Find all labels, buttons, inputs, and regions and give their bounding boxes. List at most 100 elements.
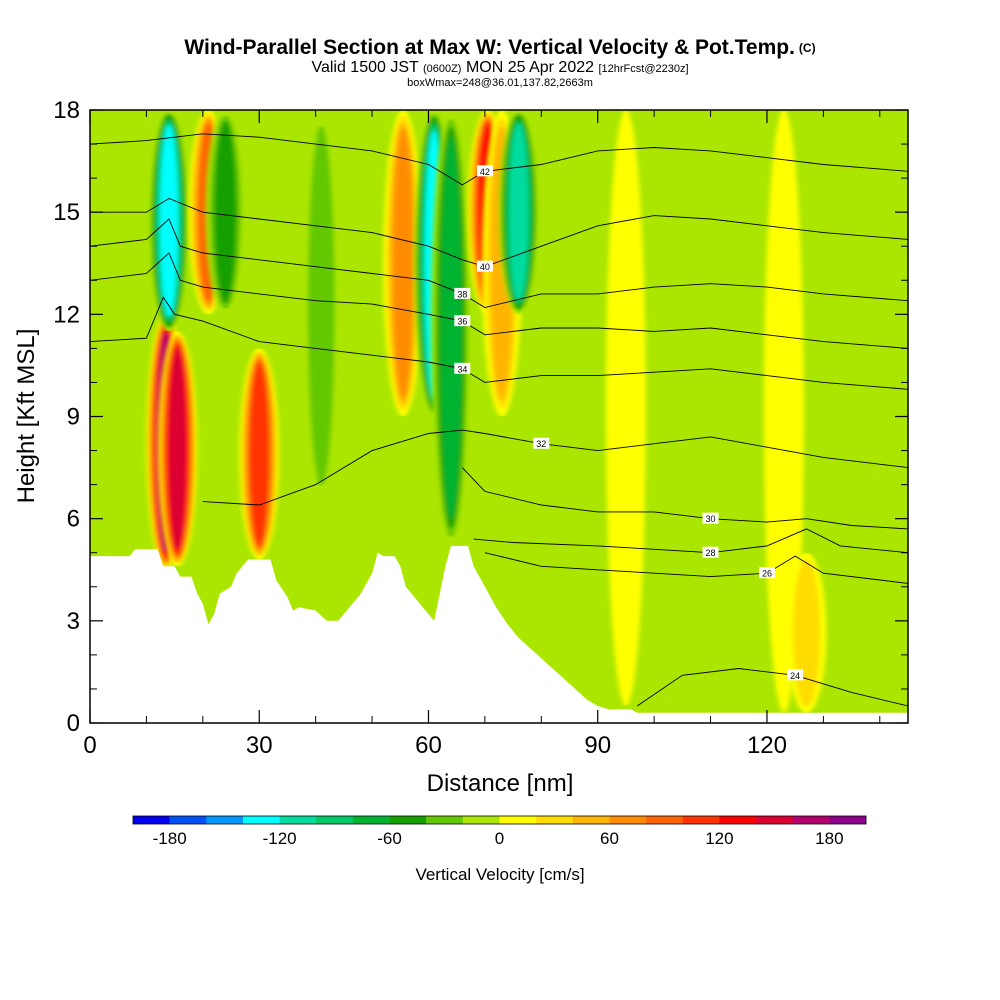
w-band-5 <box>205 110 246 315</box>
y-tick-label-12: 12 <box>53 301 80 328</box>
w-band-15 <box>786 552 827 713</box>
isentrope-label-28: 28 <box>706 548 716 558</box>
w-band-12-level-6 <box>509 123 528 301</box>
isentrope-38 <box>90 218 908 308</box>
isentrope-36 <box>90 252 908 349</box>
colorbar-swatch-15 <box>682 816 720 824</box>
isentrope-label-bg-34 <box>454 362 471 374</box>
w-band-3 <box>148 110 189 332</box>
isentrope-label-bg-32 <box>533 437 550 449</box>
w-band-14-level-1 <box>763 110 804 713</box>
y-tick-label-3: 3 <box>67 608 80 635</box>
colorbar-label: Vertical Velocity [cm/s] <box>415 865 584 884</box>
chart-title: Wind-Parallel Section at Max W: Vertical… <box>184 36 816 59</box>
y-tick-label-6: 6 <box>67 506 80 533</box>
colorbar-swatch-16 <box>719 816 757 824</box>
isentrope-26 <box>484 552 908 584</box>
w-band-13 <box>605 110 646 706</box>
colorbar-swatch-1 <box>169 816 207 824</box>
colorbar: -180 -120 -60 0 60 120 180 <box>132 815 867 848</box>
w-band-1-level-8 <box>168 347 187 550</box>
colorbar-tick-60: 60 <box>600 829 619 848</box>
colorbar-swatch-18 <box>792 816 830 824</box>
colorbar-swatch-5 <box>316 816 354 824</box>
vertical-velocity-field <box>146 110 827 713</box>
w-band-7 <box>383 110 424 417</box>
colorbar-swatch-7 <box>389 816 427 824</box>
title-block: Wind-Parallel Section at Max W: Vertical… <box>0 36 1000 89</box>
colorbar-swatch-17 <box>756 816 793 824</box>
w-band-6 <box>301 110 342 502</box>
w-band-3-level-7 <box>160 125 178 317</box>
valid-time: Valid 1500 JST (0600Z) MON 25 Apr 2022 [… <box>311 59 689 76</box>
x-tick-label-0: 0 <box>83 732 96 759</box>
w-band-15-level-2 <box>792 559 820 707</box>
isentrope-40 <box>90 197 908 268</box>
isentrope-label-bg-24 <box>787 669 804 681</box>
colorbar-swatch-12 <box>572 816 610 824</box>
w-band-2-level-6 <box>250 362 269 546</box>
isentrope-label-bg-38 <box>454 287 471 299</box>
colorbar-tick-0: 0 <box>495 829 504 848</box>
isentrope-label-bg-30 <box>702 512 719 524</box>
potential-temperature-contours: 24 26 28 30 32 34 36 38 40 42 <box>90 133 908 707</box>
colorbar-swatch-0 <box>133 816 170 824</box>
y-tick-label-18: 18 <box>53 97 80 124</box>
isentrope-24 <box>636 668 908 707</box>
isentrope-label-42: 42 <box>480 167 490 177</box>
isentrope-32 <box>202 429 908 506</box>
colorbar-swatch-2 <box>206 816 244 824</box>
isentrope-30 <box>461 467 908 530</box>
w-band-9-level-4 <box>440 136 462 520</box>
copyright-mark: (C) <box>798 41 816 55</box>
colorbar-swatch-10 <box>499 816 537 824</box>
x-tick-label-30: 30 <box>246 732 273 759</box>
colorbar-swatch-6 <box>352 816 390 824</box>
colorbar-swatch-14 <box>646 816 684 824</box>
isentrope-42 <box>90 133 908 186</box>
w-band-13-level-1 <box>605 110 646 706</box>
colorbar-tick--120: -120 <box>263 829 297 848</box>
w-band-12 <box>498 110 539 315</box>
colorbar-frame <box>132 815 867 825</box>
colorbar-swatch-9 <box>462 816 500 824</box>
colorbar-swatch-13 <box>609 816 647 824</box>
x-tick-label-120: 120 <box>747 732 787 759</box>
isentrope-label-bg-40 <box>476 260 493 272</box>
colorbar-swatch-4 <box>279 816 317 824</box>
x-axis-label: Distance [nm] <box>427 770 574 797</box>
colorbar-tick-180: 180 <box>815 829 843 848</box>
colorbar-tick--60: -60 <box>377 829 402 848</box>
w-band-5-level-3 <box>214 120 237 304</box>
colorbar-swatch-11 <box>536 816 574 824</box>
x-tick-label-90: 90 <box>584 732 611 759</box>
isentrope-label-bg-26 <box>758 567 775 579</box>
w-band-7-level-4 <box>392 128 414 399</box>
isentrope-label-24: 24 <box>790 671 800 681</box>
y-tick-label-9: 9 <box>67 404 80 431</box>
w-band-1 <box>157 331 198 567</box>
isentrope-label-26: 26 <box>762 569 772 579</box>
isentrope-label-bg-28 <box>702 546 719 558</box>
colorbar-tick-120: 120 <box>705 829 733 848</box>
colorbar-swatch-3 <box>242 816 280 824</box>
colorbar-swatch-8 <box>426 816 464 824</box>
terrain <box>90 545 908 723</box>
w-band-14 <box>763 110 804 713</box>
isentrope-label-bg-42 <box>476 165 493 177</box>
colorbar-tick--180: -180 <box>153 829 187 848</box>
y-tick-label-0: 0 <box>67 710 80 737</box>
isentrope-label-34: 34 <box>457 364 467 374</box>
isentrope-label-36: 36 <box>457 317 467 327</box>
w-band-2 <box>239 348 280 560</box>
isentrope-34 <box>90 296 908 390</box>
isentrope-label-40: 40 <box>480 262 490 272</box>
box-info: boxWmax=248@36.01,137.82,2663m <box>407 77 593 89</box>
isentrope-label-bg-36 <box>454 315 471 327</box>
isentrope-label-30: 30 <box>706 514 716 524</box>
x-tick-label-60: 60 <box>415 732 442 759</box>
y-axis-label: Height [Kft MSL] <box>13 329 40 504</box>
isentrope-label-32: 32 <box>536 439 546 449</box>
